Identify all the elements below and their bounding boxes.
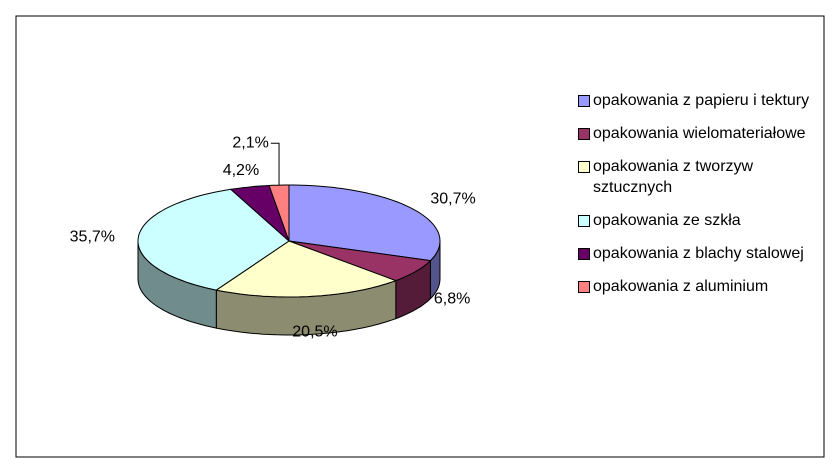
data-label: 30,7%	[430, 191, 475, 208]
legend-label: opakowania ze szkła	[593, 212, 741, 229]
legend-swatch	[578, 215, 590, 227]
legend-swatch	[578, 95, 590, 107]
legend-swatch	[578, 128, 590, 140]
legend-swatch	[578, 161, 590, 173]
legend-item: opakowania ze szkła	[578, 210, 828, 231]
legend-item: opakowania z blachy stalowej	[578, 243, 828, 264]
slice	[288, 240, 432, 282]
legend: opakowania z papieru i tektury opakowania…	[578, 90, 828, 309]
slice	[229, 184, 290, 242]
legend-item: opakowania wielomateriałowe	[578, 123, 828, 144]
frame	[15, 15, 825, 458]
legend-swatch	[578, 248, 590, 260]
data-label: 4,2%	[223, 162, 259, 179]
legend-label: opakowania z papieru i tektury	[593, 92, 810, 109]
legend-label: opakowania z tworzyw sztucznych	[593, 158, 754, 196]
slice	[268, 184, 290, 242]
legend-item: opakowania z aluminium	[578, 276, 828, 297]
legend-item: opakowania z tworzyw sztucznych	[578, 156, 828, 198]
leader-line	[270, 142, 280, 186]
legend-label: opakowania wielomateriałowe	[593, 125, 806, 142]
legend-item: opakowania z papieru i tektury	[578, 90, 828, 111]
data-label: 20,5%	[292, 323, 337, 340]
slice	[215, 240, 398, 298]
data-label: 35,7%	[70, 228, 115, 245]
slice	[137, 188, 290, 291]
legend-swatch	[578, 281, 590, 293]
legend-label: opakowania z blachy stalowej	[593, 245, 804, 262]
legend-label: opakowania z aluminium	[593, 278, 769, 295]
data-label: 6,8%	[434, 291, 470, 308]
data-label: 2,1%	[232, 134, 268, 151]
slice	[288, 184, 441, 262]
